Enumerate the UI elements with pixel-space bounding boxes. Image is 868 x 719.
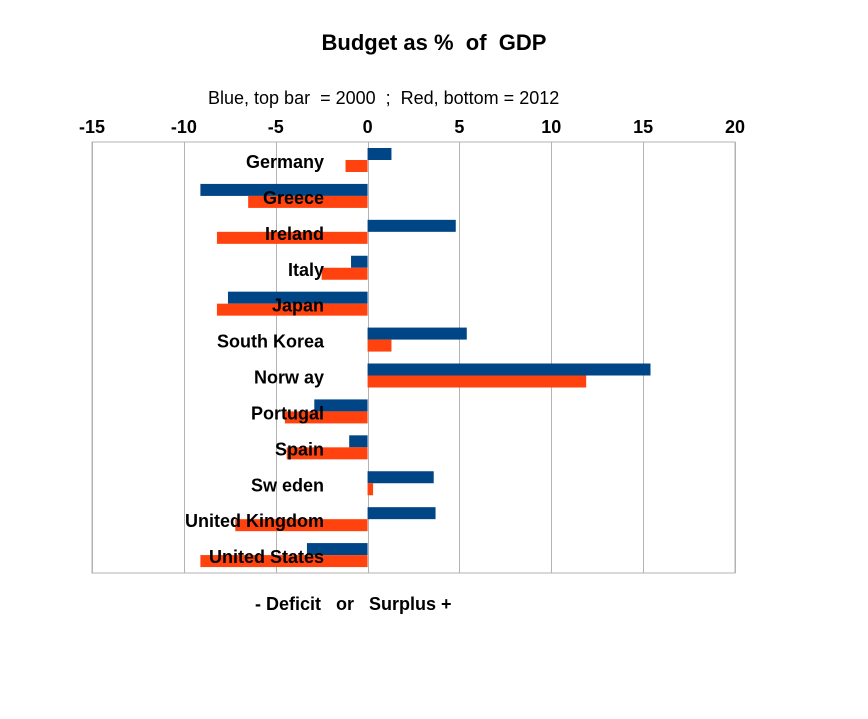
bar-2000: [367, 363, 651, 376]
x-tick-label: -10: [171, 117, 197, 137]
bar-2012: [216, 231, 368, 244]
category-label: Portugal: [251, 403, 324, 423]
category-label: Ireland: [265, 224, 324, 244]
bar-2000: [367, 471, 434, 484]
bar-2012: [248, 195, 368, 208]
bar-2012: [216, 303, 368, 316]
bar-2000: [351, 255, 368, 268]
x-tick-label: 10: [541, 117, 561, 137]
bar-2000: [200, 183, 368, 196]
bar-2000: [306, 543, 368, 556]
category-label: Germany: [246, 152, 324, 172]
bar-2000: [349, 435, 368, 448]
category-label: Sw eden: [251, 475, 324, 495]
bars: [200, 148, 651, 568]
bar-2012: [367, 483, 374, 496]
x-tick-label: 20: [725, 117, 745, 137]
category-label: Norw ay: [254, 368, 324, 388]
category-label: Japan: [272, 296, 324, 316]
bar-2000: [314, 399, 368, 412]
category-labels: Germany Greece Ireland Italy Japan South Kore…: [185, 152, 325, 567]
x-tick-label: -15: [79, 117, 105, 137]
x-tick-labels: -15 -10 -5 0 5 10 15 20: [79, 117, 745, 137]
bar-2012: [200, 555, 368, 568]
category-label: Italy: [288, 260, 324, 280]
chart-title: Budget as % of GDP: [321, 30, 547, 55]
category-label: Spain: [275, 439, 324, 459]
bar-2000: [367, 148, 392, 160]
bar-2012: [286, 447, 368, 460]
category-label: Greece: [263, 188, 324, 208]
category-label: South Korea: [217, 332, 325, 352]
bar-2012: [321, 267, 368, 280]
chart-subtitle: Blue, top bar = 2000 ; Red, bottom = 201…: [208, 88, 560, 108]
bar-2012: [367, 339, 392, 352]
category-label: United Kingdom: [185, 511, 324, 531]
bar-2000: [367, 327, 467, 340]
category-label: United States: [209, 547, 324, 567]
x-tick-label: 0: [363, 117, 373, 137]
gridlines: [91, 141, 736, 574]
x-tick-label: 5: [454, 117, 464, 137]
x-axis-label: - Deficit or Surplus +: [255, 594, 452, 614]
bar-2012: [284, 411, 368, 424]
x-tick-label: -5: [268, 117, 284, 137]
bar-2012: [235, 519, 368, 532]
bar-2000: [227, 291, 368, 304]
bar-2012: [367, 375, 587, 388]
x-tick-label: 15: [633, 117, 653, 137]
bar-2012: [345, 160, 368, 172]
bar-2000: [367, 219, 456, 232]
bar-2000: [367, 507, 436, 520]
